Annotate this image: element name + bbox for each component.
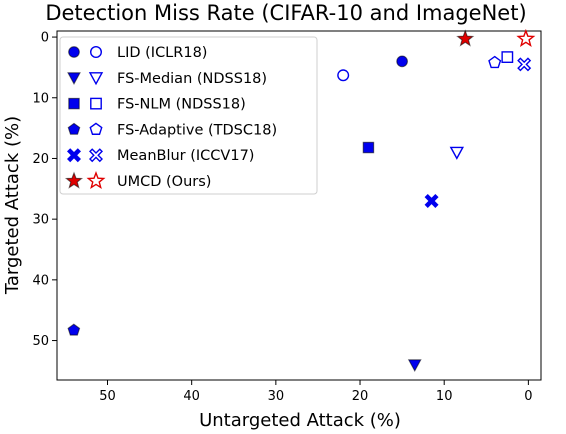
- legend-entry-label: FS-Adaptive (TDSC18): [117, 122, 277, 138]
- y-tick-label: 0: [41, 31, 49, 46]
- x-tick-label: 10: [436, 389, 453, 404]
- y-tick-label: 50: [32, 334, 49, 349]
- data-point: [517, 57, 532, 72]
- legend-marker-hollow: [90, 97, 102, 110]
- legend-marker-filled: [67, 72, 81, 85]
- legend: LID (ICLR18) FS-Median (NDSS18) FS-NLM (ND…: [59, 36, 318, 195]
- chart-title: Detection Miss Rate (CIFAR-10 and ImageN…: [45, 1, 526, 25]
- x-axis-ticks: 50 40 30 20 10 0: [99, 380, 533, 404]
- legend-frame: [59, 36, 318, 195]
- data-point: [516, 28, 536, 47]
- legend-marker-hollow: [89, 46, 102, 59]
- legend-marker-filled: [68, 46, 80, 58]
- y-tick-label: 20: [32, 152, 49, 167]
- x-axis-label: Untargeted Attack (%): [199, 410, 401, 431]
- plot-area-frame: [56, 30, 542, 381]
- y-axis-ticks: 0 10 20 30 40 50: [32, 31, 57, 349]
- legend-marker-hollow: [89, 148, 103, 163]
- data-point: [488, 55, 502, 69]
- x-tick-label: 50: [99, 389, 116, 404]
- data-point: [396, 55, 408, 68]
- data-point: [449, 146, 465, 160]
- legend-marker-filled: [68, 97, 80, 110]
- legend-marker-hollow: [88, 72, 104, 86]
- legend-entry-label: LID (ICLR18): [117, 45, 207, 61]
- data-point: [501, 51, 514, 63]
- x-tick-label: 30: [268, 389, 285, 404]
- y-tick-label: 30: [32, 213, 49, 228]
- legend-marker-hollow: [89, 122, 103, 135]
- data-point: [456, 29, 475, 47]
- data-points: [67, 28, 536, 372]
- y-tick-label: 40: [32, 273, 49, 288]
- x-tick-label: 40: [183, 389, 200, 404]
- x-tick-label: 20: [352, 389, 369, 404]
- data-point: [362, 141, 375, 154]
- data-point: [424, 193, 439, 208]
- x-tick-label: 0: [524, 389, 532, 404]
- data-point: [407, 359, 422, 372]
- legend-marker-filled: [67, 122, 81, 135]
- y-tick-label: 10: [32, 91, 49, 106]
- data-point: [67, 323, 81, 336]
- legend-entry-label: UMCD (Ours): [117, 174, 211, 190]
- y-axis-label: Targeted Attack (%): [2, 116, 23, 295]
- legend-marker-filled: [67, 148, 81, 163]
- legend-marker-filled: [64, 171, 84, 189]
- data-point: [337, 69, 350, 82]
- legend-entry-label: FS-NLM (NDSS18): [117, 97, 246, 113]
- legend-marker-hollow: [86, 171, 106, 190]
- legend-entry-label: FS-Median (NDSS18): [117, 71, 267, 87]
- legend-entry-label: MeanBlur (ICCV17): [117, 148, 254, 164]
